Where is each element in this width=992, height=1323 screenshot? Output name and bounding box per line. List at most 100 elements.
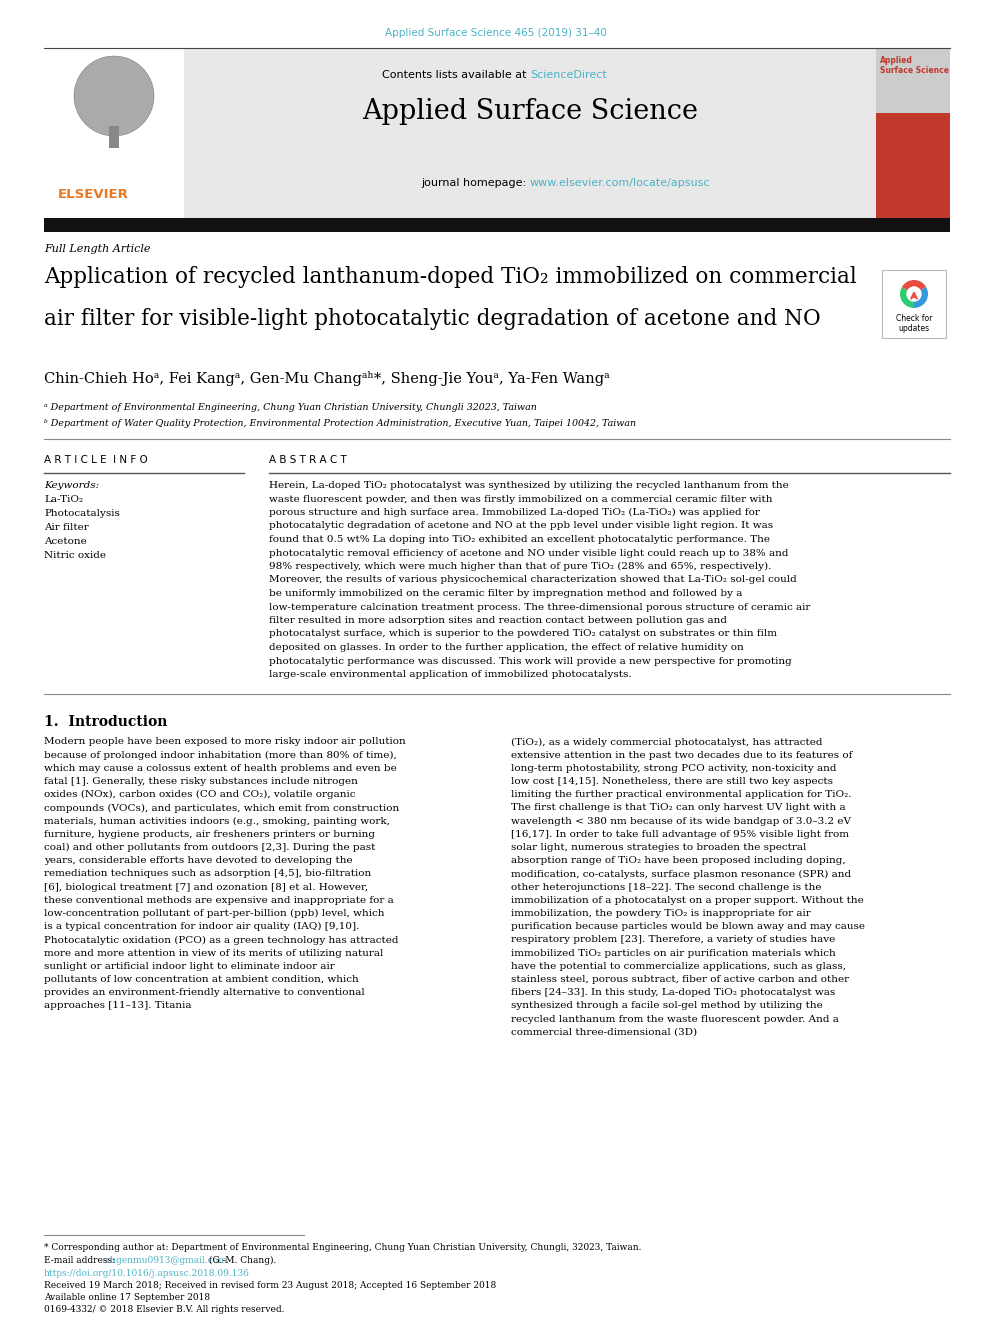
Text: pollutants of low concentration at ambient condition, which: pollutants of low concentration at ambie…: [44, 975, 359, 984]
Ellipse shape: [74, 56, 154, 136]
Text: journal homepage:: journal homepage:: [422, 179, 530, 188]
Text: Surface Science: Surface Science: [880, 66, 949, 75]
Text: Applied Surface Science 465 (2019) 31–40: Applied Surface Science 465 (2019) 31–40: [385, 28, 607, 38]
Text: absorption range of TiO₂ have been proposed including doping,: absorption range of TiO₂ have been propo…: [511, 856, 845, 865]
Text: modification, co-catalysts, surface plasmon resonance (SPR) and: modification, co-catalysts, surface plas…: [511, 869, 851, 878]
Text: materials, human activities indoors (e.g., smoking, painting work,: materials, human activities indoors (e.g…: [44, 816, 390, 826]
Text: (G.-M. Chang).: (G.-M. Chang).: [206, 1256, 277, 1265]
Text: Chin-Chieh Hoᵃ, Fei Kangᵃ, Gen-Mu Changᵃʰ*, Sheng-Jie Youᵃ, Ya-Fen Wangᵃ: Chin-Chieh Hoᵃ, Fei Kangᵃ, Gen-Mu Changᵃ…: [44, 370, 610, 386]
Text: remediation techniques such as adsorption [4,5], bio-filtration: remediation techniques such as adsorptio…: [44, 869, 371, 878]
Text: 98% respectively, which were much higher than that of pure TiO₂ (28% and 65%, re: 98% respectively, which were much higher…: [269, 562, 772, 572]
Text: oxides (NOx), carbon oxides (CO and CO₂), volatile organic: oxides (NOx), carbon oxides (CO and CO₂)…: [44, 790, 355, 799]
Text: ScienceDirect: ScienceDirect: [530, 70, 607, 79]
Text: Nitric oxide: Nitric oxide: [44, 550, 106, 560]
Text: extensive attention in the past two decades due to its features of: extensive attention in the past two deca…: [511, 750, 852, 759]
Text: Acetone: Acetone: [44, 537, 86, 546]
Text: wavelength < 380 nm because of its wide bandgap of 3.0–3.2 eV: wavelength < 380 nm because of its wide …: [511, 816, 851, 826]
Text: Applied: Applied: [880, 56, 913, 65]
Text: updates: updates: [899, 324, 930, 333]
Text: coal) and other pollutants from outdoors [2,3]. During the past: coal) and other pollutants from outdoors…: [44, 843, 375, 852]
Wedge shape: [900, 287, 914, 308]
Text: which may cause a colossus extent of health problems and even be: which may cause a colossus extent of hea…: [44, 763, 397, 773]
Text: respiratory problem [23]. Therefore, a variety of studies have: respiratory problem [23]. Therefore, a v…: [511, 935, 835, 945]
Text: chgenmu0913@gmail.com: chgenmu0913@gmail.com: [106, 1256, 228, 1265]
Text: these conventional methods are expensive and inappropriate for a: these conventional methods are expensive…: [44, 896, 394, 905]
Bar: [109, 126, 119, 148]
Text: Contents lists available at: Contents lists available at: [382, 70, 530, 79]
Text: synthesized through a facile sol-gel method by utilizing the: synthesized through a facile sol-gel met…: [511, 1002, 822, 1011]
Text: immobilization, the powdery TiO₂ is inappropriate for air: immobilization, the powdery TiO₂ is inap…: [511, 909, 810, 918]
Text: found that 0.5 wt% La doping into TiO₂ exhibited an excellent photocatalytic per: found that 0.5 wt% La doping into TiO₂ e…: [269, 534, 770, 544]
Bar: [882, 270, 946, 337]
Text: The first challenge is that TiO₂ can only harvest UV light with a: The first challenge is that TiO₂ can onl…: [511, 803, 845, 812]
Text: is a typical concentration for indoor air quality (IAQ) [9,10].: is a typical concentration for indoor ai…: [44, 922, 359, 931]
Text: approaches [11–13]. Titania: approaches [11–13]. Titania: [44, 1002, 191, 1011]
Wedge shape: [914, 287, 928, 308]
Text: La-TiO₂: La-TiO₂: [44, 495, 83, 504]
Text: photocatalytic degradation of acetone and NO at the ppb level under visible ligh: photocatalytic degradation of acetone an…: [269, 521, 773, 531]
Text: E-mail address:: E-mail address:: [44, 1256, 118, 1265]
Text: years, considerable efforts have devoted to developing the: years, considerable efforts have devoted…: [44, 856, 352, 865]
Text: low cost [14,15]. Nonetheless, there are still two key aspects: low cost [14,15]. Nonetheless, there are…: [511, 777, 833, 786]
Text: purification because particles would be blown away and may cause: purification because particles would be …: [511, 922, 865, 931]
Text: low-temperature calcination treatment process. The three-dimensional porous stru: low-temperature calcination treatment pr…: [269, 602, 810, 611]
Text: fatal [1]. Generally, these risky substances include nitrogen: fatal [1]. Generally, these risky substa…: [44, 777, 358, 786]
Text: waste fluorescent powder, and then was firstly immobilized on a commercial ceram: waste fluorescent powder, and then was f…: [269, 495, 773, 504]
Text: low-concentration pollutant of part-per-billion (ppb) level, which: low-concentration pollutant of part-per-…: [44, 909, 385, 918]
Text: (TiO₂), as a widely commercial photocatalyst, has attracted: (TiO₂), as a widely commercial photocata…: [511, 737, 822, 746]
Text: because of prolonged indoor inhabitation (more than 80% of time),: because of prolonged indoor inhabitation…: [44, 750, 397, 759]
Text: [6], biological treatment [7] and ozonation [8] et al. However,: [6], biological treatment [7] and ozonat…: [44, 882, 368, 892]
Text: ᵇ Department of Water Quality Protection, Environmental Protection Administratio: ᵇ Department of Water Quality Protection…: [44, 419, 636, 429]
Text: Photocatalysis: Photocatalysis: [44, 509, 120, 519]
Text: compounds (VOCs), and particulates, which emit from construction: compounds (VOCs), and particulates, whic…: [44, 803, 399, 812]
Wedge shape: [902, 280, 927, 294]
Circle shape: [907, 286, 922, 302]
Text: Modern people have been exposed to more risky indoor air pollution: Modern people have been exposed to more …: [44, 737, 406, 746]
Text: photocatalytic performance was discussed. This work will provide a new perspecti: photocatalytic performance was discussed…: [269, 656, 792, 665]
Text: Photocatalytic oxidation (PCO) as a green technology has attracted: Photocatalytic oxidation (PCO) as a gree…: [44, 935, 399, 945]
Text: be uniformly immobilized on the ceramic filter by impregnation method and follow: be uniformly immobilized on the ceramic …: [269, 589, 742, 598]
Text: [16,17]. In order to take full advantage of 95% visible light from: [16,17]. In order to take full advantage…: [511, 830, 849, 839]
Bar: [44, 48, 184, 218]
Text: limiting the further practical environmental application for TiO₂.: limiting the further practical environme…: [511, 790, 851, 799]
Text: Air filter: Air filter: [44, 523, 88, 532]
Text: Keywords:: Keywords:: [44, 482, 99, 490]
Text: sunlight or artificial indoor light to eliminate indoor air: sunlight or artificial indoor light to e…: [44, 962, 334, 971]
Text: solar light, numerous strategies to broaden the spectral: solar light, numerous strategies to broa…: [511, 843, 806, 852]
Text: furniture, hygiene products, air fresheners printers or burning: furniture, hygiene products, air freshen…: [44, 830, 375, 839]
Text: more and more attention in view of its merits of utilizing natural: more and more attention in view of its m…: [44, 949, 383, 958]
Text: recycled lanthanum from the waste fluorescent powder. And a: recycled lanthanum from the waste fluore…: [511, 1015, 839, 1024]
Text: 1.  Introduction: 1. Introduction: [44, 716, 168, 729]
Text: large-scale environmental application of immobilized photocatalysts.: large-scale environmental application of…: [269, 669, 632, 679]
Bar: [876, 48, 950, 218]
Text: photocatalytic removal efficiency of acetone and NO under visible light could re: photocatalytic removal efficiency of ace…: [269, 549, 789, 557]
Text: provides an environment-friendly alternative to conventional: provides an environment-friendly alterna…: [44, 988, 365, 998]
Text: photocatalyst surface, which is superior to the powdered TiO₂ catalyst on substr: photocatalyst surface, which is superior…: [269, 630, 777, 639]
Text: www.elsevier.com/locate/apsusc: www.elsevier.com/locate/apsusc: [530, 179, 710, 188]
Bar: [44, 48, 950, 218]
Text: ELSEVIER: ELSEVIER: [58, 188, 129, 201]
Text: ᵃ Department of Environmental Engineering, Chung Yuan Christian University, Chun: ᵃ Department of Environmental Engineerin…: [44, 404, 537, 411]
Text: Herein, La-doped TiO₂ photocatalyst was synthesized by utilizing the recycled la: Herein, La-doped TiO₂ photocatalyst was …: [269, 482, 789, 490]
Text: 0169-4332/ © 2018 Elsevier B.V. All rights reserved.: 0169-4332/ © 2018 Elsevier B.V. All righ…: [44, 1304, 285, 1314]
Text: A B S T R A C T: A B S T R A C T: [269, 455, 347, 464]
Bar: [876, 112, 950, 218]
Text: Available online 17 September 2018: Available online 17 September 2018: [44, 1293, 210, 1302]
Text: immobilization of a photocatalyst on a proper support. Without the: immobilization of a photocatalyst on a p…: [511, 896, 864, 905]
Text: Application of recycled lanthanum-doped TiO₂ immobilized on commercial: Application of recycled lanthanum-doped …: [44, 266, 857, 288]
Text: fibers [24–33]. In this study, La-doped TiO₂ photocatalyst was: fibers [24–33]. In this study, La-doped …: [511, 988, 835, 998]
Text: porous structure and high surface area. Immobilized La-doped TiO₂ (La-TiO₂) was : porous structure and high surface area. …: [269, 508, 760, 517]
Bar: [44, 218, 950, 232]
Text: filter resulted in more adsorption sites and reaction contact between pollution : filter resulted in more adsorption sites…: [269, 617, 727, 624]
Text: Check for: Check for: [896, 314, 932, 323]
Text: immobilized TiO₂ particles on air purification materials which: immobilized TiO₂ particles on air purifi…: [511, 949, 835, 958]
Text: long-term photostability, strong PCO activity, non-toxicity and: long-term photostability, strong PCO act…: [511, 763, 836, 773]
Text: https://doi.org/10.1016/j.apsusc.2018.09.136: https://doi.org/10.1016/j.apsusc.2018.09…: [44, 1269, 250, 1278]
Text: air filter for visible-light photocatalytic degradation of acetone and NO: air filter for visible-light photocataly…: [44, 308, 820, 329]
Text: commercial three-dimensional (3D): commercial three-dimensional (3D): [511, 1028, 697, 1037]
Text: Moreover, the results of various physicochemical characterization showed that La: Moreover, the results of various physico…: [269, 576, 797, 585]
Text: have the potential to commercialize applications, such as glass,: have the potential to commercialize appl…: [511, 962, 846, 971]
Text: Full Length Article: Full Length Article: [44, 243, 151, 254]
Text: * Corresponding author at: Department of Environmental Engineering, Chung Yuan C: * Corresponding author at: Department of…: [44, 1244, 642, 1252]
Text: Applied Surface Science: Applied Surface Science: [362, 98, 698, 124]
